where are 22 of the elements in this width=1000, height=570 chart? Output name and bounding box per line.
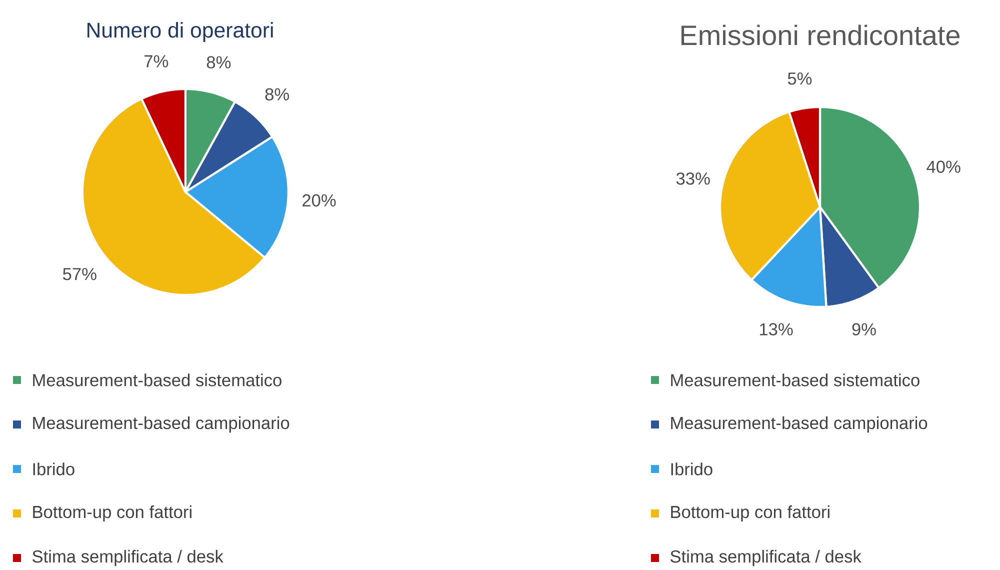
- data-label: 9%: [852, 323, 876, 336]
- data-label: 40%: [926, 160, 960, 173]
- chart-title: Emissioni rendicontate: [681, 24, 960, 46]
- data-label: 33%: [676, 172, 710, 185]
- legend-label: Stima semplificata / desk: [32, 550, 224, 566]
- legend-label: Bottom-up con fattori: [33, 505, 192, 522]
- data-label: 7%: [144, 55, 168, 68]
- legend-label: Measurement-based campionario: [33, 416, 290, 433]
- legend-label: Stima semplificata / desk: [670, 550, 862, 566]
- data-label: 8%: [265, 88, 289, 100]
- legend-label: Measurement-based sistematico: [671, 374, 920, 386]
- legend-label: Bottom-up con fattori: [671, 505, 830, 522]
- chart-title: Numero di operatori: [88, 22, 273, 42]
- legend-label: Measurement-based campionario: [671, 416, 928, 433]
- data-label: 13%: [760, 323, 793, 336]
- legend-label: Measurement-based sistematico: [33, 374, 282, 386]
- legend-label: Ibrido: [33, 462, 74, 476]
- data-label: 20%: [302, 194, 336, 207]
- data-label: 57%: [62, 268, 96, 280]
- data-label: 8%: [206, 56, 231, 68]
- legend-label: Ibrido: [671, 462, 712, 476]
- data-label: 5%: [788, 72, 812, 85]
